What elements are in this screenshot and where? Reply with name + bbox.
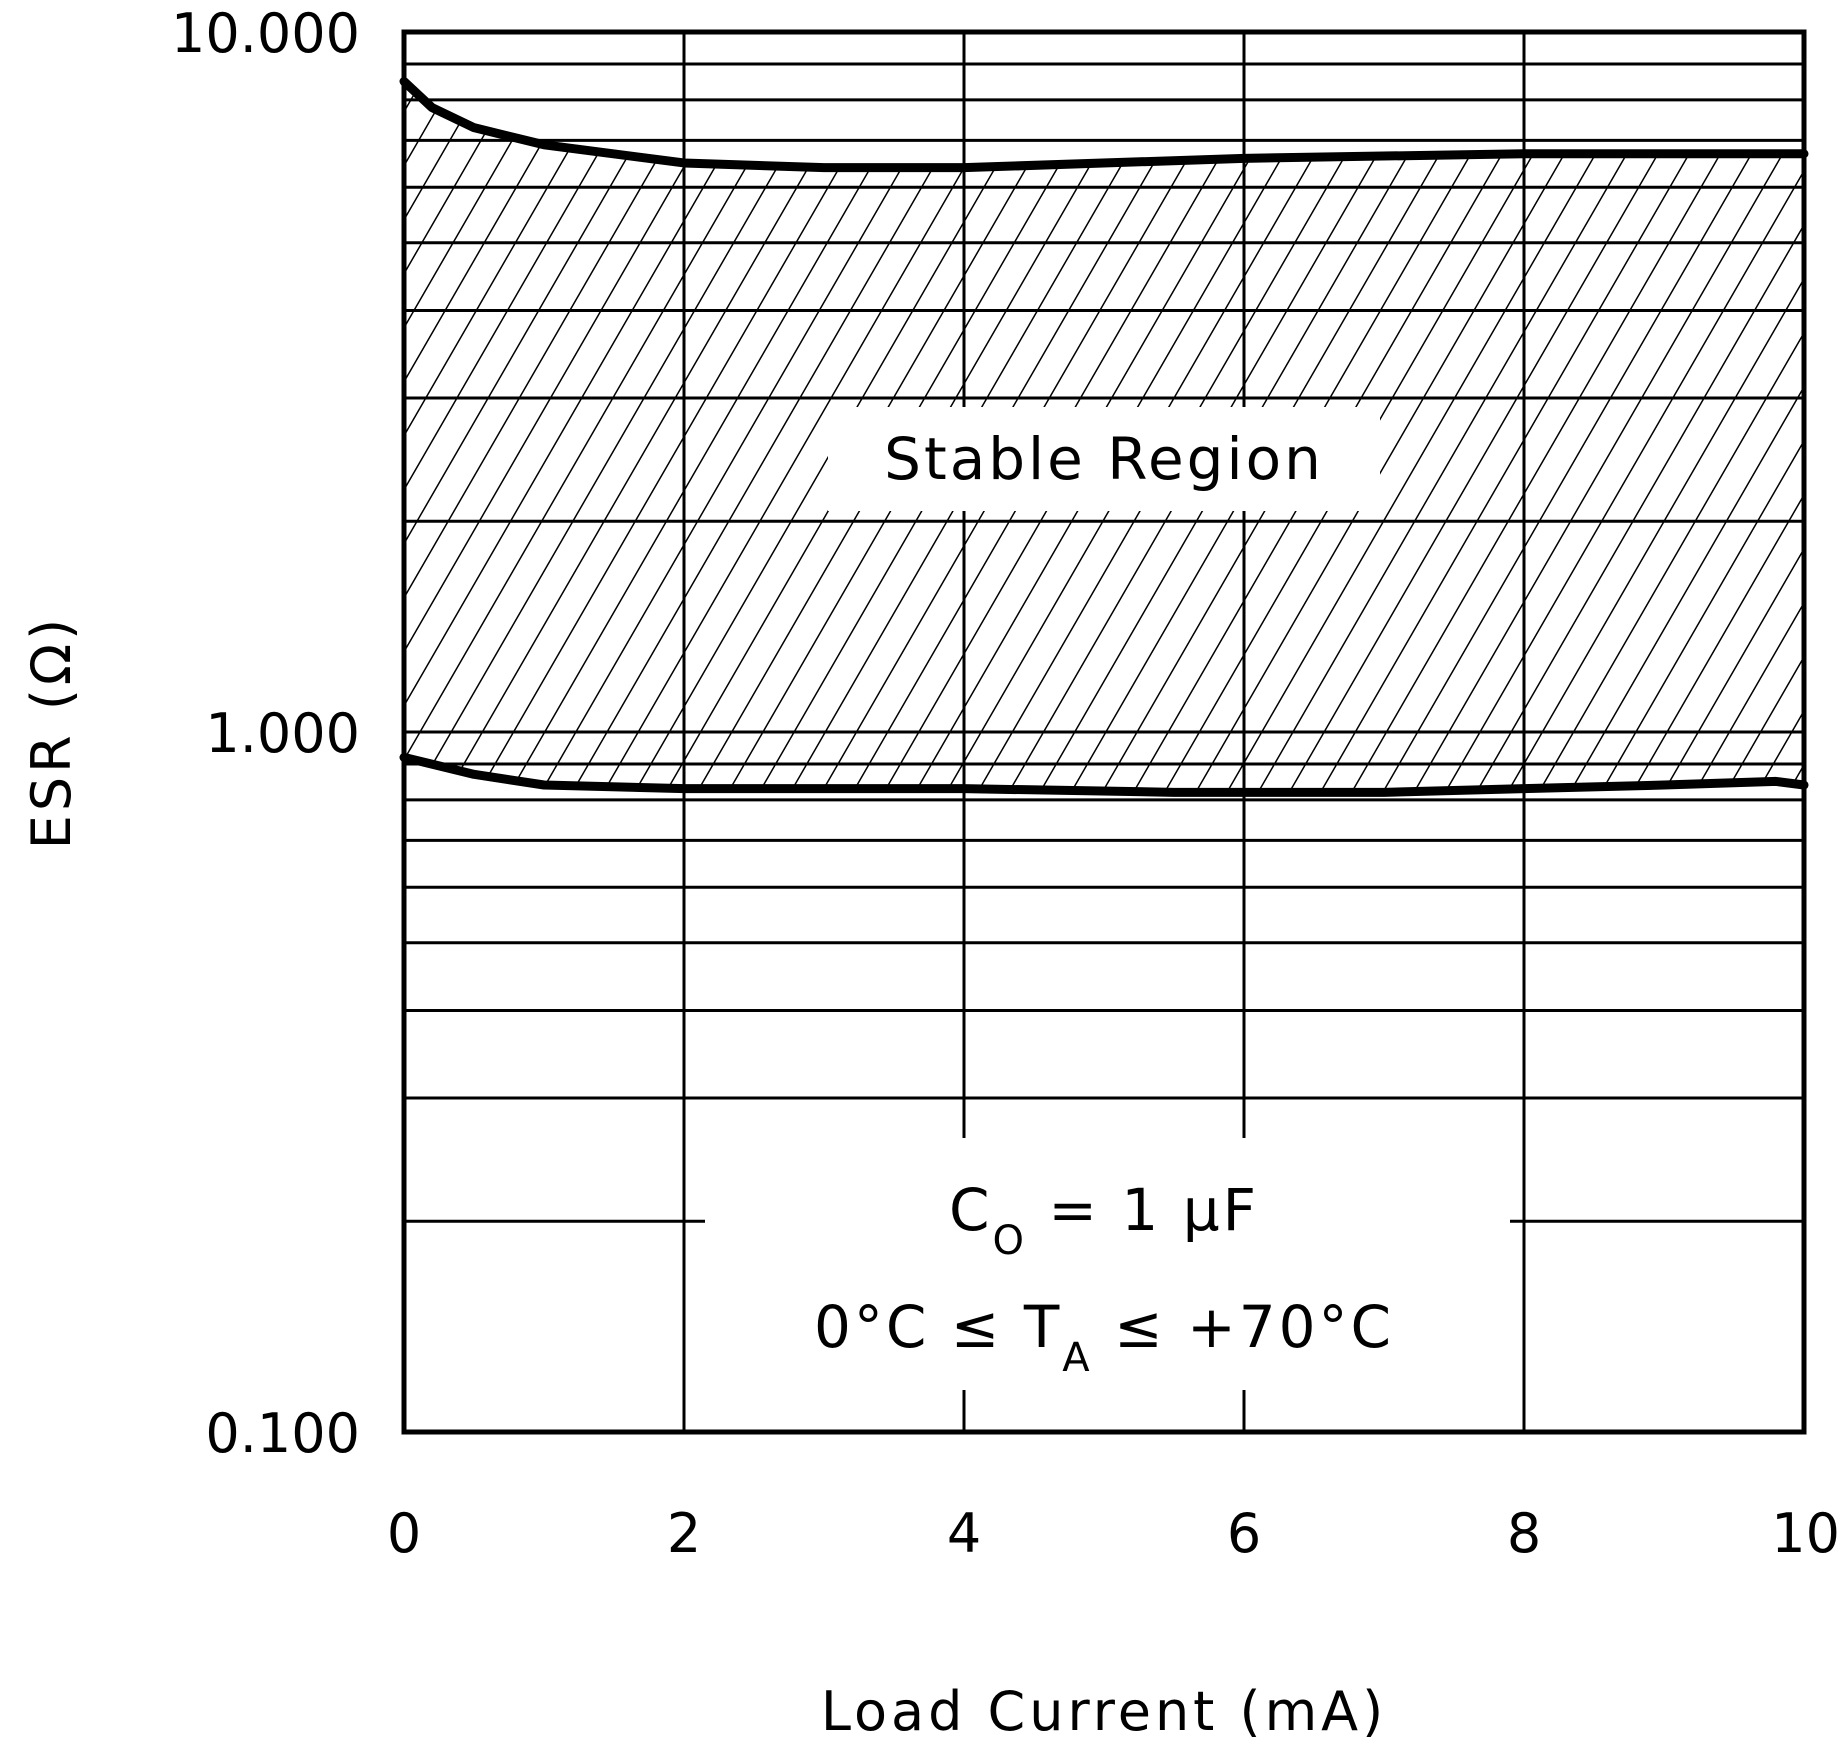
conditions-label-bg: [705, 1138, 1510, 1390]
lower-boundary-line: [399, 752, 1809, 797]
boundary-curves: [399, 76, 1809, 797]
y-axis-title: ESR (Ω): [20, 615, 83, 849]
temperature-range-label: 0°C ≤ TA ≤ +70°C: [814, 1293, 1394, 1381]
x-tick-label: 0: [387, 1502, 421, 1565]
cap-prefix: C: [949, 1176, 993, 1244]
x-tick-label: 8: [1507, 1502, 1541, 1565]
upper-boundary-line: [399, 76, 1809, 173]
x-tick-label: 10: [1771, 1502, 1840, 1565]
cap-subscript: O: [992, 1218, 1026, 1264]
stable-region-label: Stable Region: [884, 425, 1324, 493]
y-tick-label: 0.100: [205, 1402, 360, 1465]
y-tick-label: 1.000: [205, 702, 360, 765]
plot-frame: [401, 29, 1807, 1435]
temp-subscript: A: [1062, 1335, 1092, 1381]
cap-suffix: = 1 μF: [1027, 1176, 1259, 1244]
output-capacitance-label: CO = 1 μF: [949, 1176, 1259, 1264]
temp-prefix: 0°C ≤ T: [814, 1293, 1062, 1361]
x-axis-title: Load Current (mA): [821, 1680, 1387, 1743]
x-tick-label: 2: [667, 1502, 701, 1565]
x-tick-label: 4: [947, 1502, 981, 1565]
x-tick-label: 6: [1227, 1502, 1261, 1565]
temp-suffix: ≤ +70°C: [1093, 1293, 1394, 1361]
y-tick-label: 10.000: [171, 2, 360, 65]
grid-lines: [404, 32, 1804, 1432]
stable-region-label-bg: [828, 407, 1380, 511]
y-tick-labels: 0.100 1.000 10.000: [171, 2, 360, 1465]
x-tick-labels: 0 2 4 6 8 10: [387, 1502, 1840, 1565]
